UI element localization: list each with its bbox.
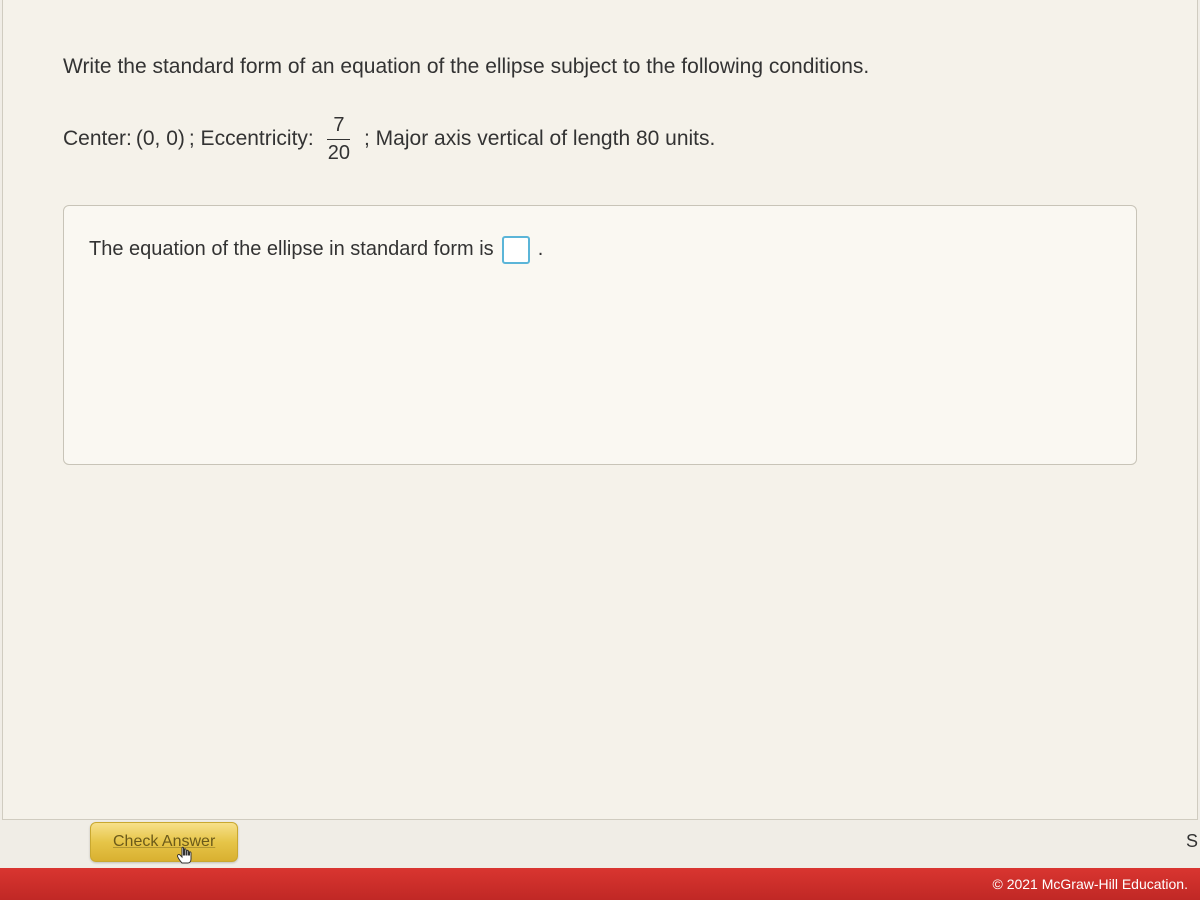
side-char: S	[1186, 831, 1198, 852]
copyright-text: © 2021 McGraw-Hill Education.	[992, 876, 1188, 892]
fraction-denominator: 20	[322, 140, 356, 165]
answer-box: The equation of the ellipse in standard …	[63, 205, 1137, 465]
conditions-line: Center: (0, 0) ; Eccentricity: 7 20 ; Ma…	[63, 114, 1137, 165]
question-prompt: Write the standard form of an equation o…	[63, 50, 1137, 84]
footer-bar: © 2021 McGraw-Hill Education.	[0, 868, 1200, 900]
axis-text: ; Major axis vertical of length 80 units…	[364, 127, 715, 151]
answer-trailing-period: .	[538, 238, 544, 261]
eccentricity-fraction: 7 20	[322, 114, 356, 165]
center-label: Center:	[63, 127, 132, 151]
fraction-numerator: 7	[327, 114, 350, 140]
answer-prompt-row: The equation of the ellipse in standard …	[89, 236, 1111, 264]
answer-prompt-text: The equation of the ellipse in standard …	[89, 238, 494, 261]
answer-input[interactable]	[502, 236, 530, 264]
question-panel: Write the standard form of an equation o…	[2, 0, 1198, 820]
eccentricity-label: ; Eccentricity:	[189, 127, 314, 151]
bottom-bar: Check Answer S © 2021 McGraw-Hill Educat…	[0, 820, 1200, 900]
check-answer-button[interactable]: Check Answer	[90, 822, 238, 862]
center-value: (0, 0)	[136, 127, 185, 151]
